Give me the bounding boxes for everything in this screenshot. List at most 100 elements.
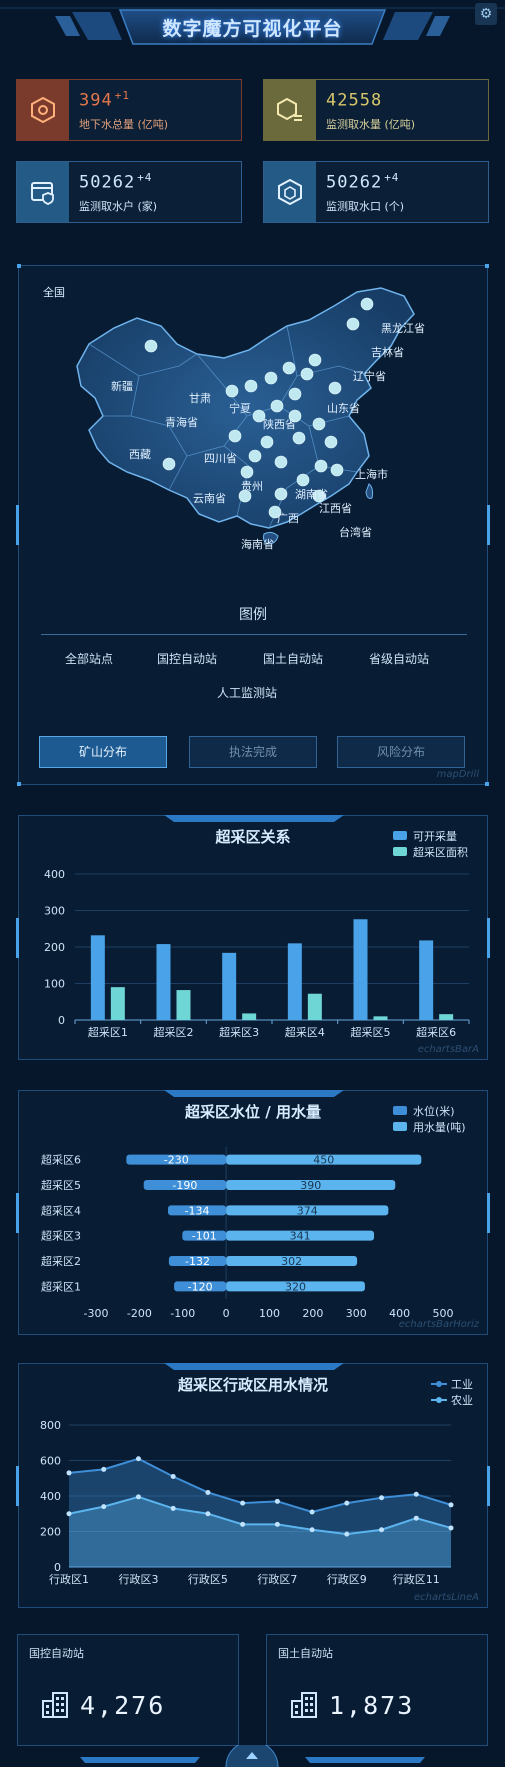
legend-label: 用水量(吨) xyxy=(413,1121,466,1134)
map-label: 山东省 xyxy=(327,402,360,415)
bar xyxy=(439,1014,454,1020)
map-label: 新疆 xyxy=(111,379,133,393)
data-point xyxy=(379,1495,385,1501)
page-title: 数字魔方可视化平台 xyxy=(162,18,343,40)
series-line xyxy=(68,1457,452,1514)
bar xyxy=(90,935,105,1020)
data-point xyxy=(379,1527,385,1533)
chart-title: 超采区水位 / 用水量 xyxy=(185,1103,321,1121)
bar-label: 341 xyxy=(290,1230,311,1243)
bar xyxy=(126,1154,227,1165)
legend-swatch xyxy=(393,1122,407,1131)
map-label: 海南省 xyxy=(241,537,274,551)
chart-title: 超采区行政区用水情况 xyxy=(177,1376,328,1394)
legend-item-land[interactable]: 国土自动站 xyxy=(263,652,324,666)
tab-enforcement-complete[interactable]: 执法完成 xyxy=(189,736,317,768)
data-point xyxy=(135,1456,141,1462)
bar xyxy=(143,1180,227,1190)
x-tick-label: 行政区7 xyxy=(257,1572,297,1586)
horizontal-bar-chart: -300 -200 -100 0 100 200 300 400 500 超采区1 -120 320 超… xyxy=(41,1104,466,1320)
map-label: 西藏 xyxy=(129,448,151,461)
map-label: 云南省 xyxy=(193,492,226,505)
legend-label: 可开采量 xyxy=(413,830,457,843)
card-value: 1,873 xyxy=(329,1691,415,1720)
bar xyxy=(110,987,125,1020)
area-fill xyxy=(69,1458,451,1567)
chevron-up-icon[interactable] xyxy=(246,1752,258,1759)
hexagon-nodes-icon xyxy=(17,80,69,140)
x-tick-label: 行政区9 xyxy=(327,1572,367,1586)
y-tick-label: 超采区1 xyxy=(41,1279,81,1293)
x-tick-label: 超采区3 xyxy=(219,1025,259,1039)
header: 数字魔方可视化平台 ⚙ xyxy=(0,0,505,50)
bar xyxy=(226,1154,422,1165)
bar-label: 374 xyxy=(297,1204,318,1217)
map-panel: 全国 新疆 xyxy=(16,264,490,786)
data-point xyxy=(205,1511,211,1517)
x-tick-label: 200 xyxy=(302,1307,323,1320)
legend-item-national[interactable]: 国控自动站 xyxy=(157,652,218,666)
legend-label: 超采区面积 xyxy=(413,845,468,859)
data-point xyxy=(274,1521,280,1527)
data-point xyxy=(274,1498,280,1504)
x-tick-label: 300 xyxy=(346,1307,367,1320)
map-label: 广西 xyxy=(277,512,299,525)
map-label: 四川省 xyxy=(204,452,237,465)
bar xyxy=(226,1230,375,1241)
legend-item-all[interactable]: 全部站点 xyxy=(65,652,114,666)
bar-label: 390 xyxy=(300,1179,321,1192)
legend-swatch xyxy=(393,1106,407,1115)
chart-panel-overexploit: 超采区关系 0 100 200 300 400 超采区1 超采区2 超采区3 超采区4 超采区5 超… xyxy=(16,815,490,1060)
series-line xyxy=(68,1495,452,1536)
legend-item-provincial[interactable]: 省级自动站 xyxy=(369,652,430,666)
y-tick-label: 超采区4 xyxy=(41,1203,81,1217)
bar xyxy=(373,1016,388,1020)
stat-value: 394 +1 xyxy=(79,89,130,111)
y-tick-label: 300 xyxy=(44,905,65,918)
x-tick-label: 超采区2 xyxy=(154,1025,194,1039)
legend-item-manual[interactable]: 人工监测站 xyxy=(217,686,278,700)
bar xyxy=(176,990,191,1020)
bar-label: -230 xyxy=(164,1154,189,1167)
bar-label: -190 xyxy=(172,1179,197,1192)
legend-swatch xyxy=(436,1397,442,1403)
bottom-card-national: 国控自动站 4,276 xyxy=(17,1634,239,1746)
x-tick-label: 超采区1 xyxy=(88,1025,128,1039)
stat-label: 地下水总量 (亿吨) xyxy=(79,118,169,131)
bar xyxy=(156,944,171,1020)
tab-risk-distribution[interactable]: 风险分布 xyxy=(337,736,465,768)
card-title: 国土自动站 xyxy=(278,1647,333,1660)
browser-shield-icon xyxy=(17,162,69,222)
data-point xyxy=(101,1466,107,1472)
bar-label: 302 xyxy=(281,1255,302,1268)
map-label: 黑龙江省 xyxy=(381,322,425,335)
watermark: echartsBarHoriz xyxy=(398,1319,479,1330)
tab-mine-distribution[interactable]: 矿山分布 xyxy=(39,736,167,768)
map-label: 青海省 xyxy=(165,415,198,429)
watermark: echartsBarA xyxy=(417,1044,479,1055)
map-label: 陕西省 xyxy=(263,417,296,431)
y-tick-label: 超采区2 xyxy=(41,1254,81,1268)
gear-icon[interactable]: ⚙ xyxy=(475,3,497,25)
building-icon xyxy=(42,1692,68,1718)
map-region-label: 全国 xyxy=(43,286,65,299)
card-title: 国控自动站 xyxy=(29,1647,84,1660)
legend-divider xyxy=(41,634,467,635)
y-tick-label: 0 xyxy=(54,1561,61,1574)
y-tick-label: 超采区6 xyxy=(41,1153,81,1167)
legend-swatch xyxy=(393,847,407,856)
stat-card-intake-volume: 42558 监测取水量 (亿吨) xyxy=(263,79,489,141)
y-tick-label: 400 xyxy=(40,1490,61,1503)
map-label: 湖南省 xyxy=(295,488,328,501)
bar xyxy=(353,919,368,1020)
map-label: 上海市 xyxy=(355,467,388,481)
data-point xyxy=(66,1470,72,1476)
bar-label: 450 xyxy=(313,1154,334,1167)
header-frame xyxy=(0,7,505,45)
china-map[interactable]: 新疆 西藏 青海省 甘肃 四川省 云南省 贵州 海南省 台湾省 辽宁省 吉林省 … xyxy=(19,266,489,596)
bar xyxy=(287,943,302,1020)
y-tick-label: 200 xyxy=(40,1526,61,1539)
bar xyxy=(168,1205,227,1216)
stat-card-intake-households: 50262 +4 监测取水户 (家) xyxy=(16,161,242,223)
stat-label: 监测取水户 (家) xyxy=(79,200,158,213)
